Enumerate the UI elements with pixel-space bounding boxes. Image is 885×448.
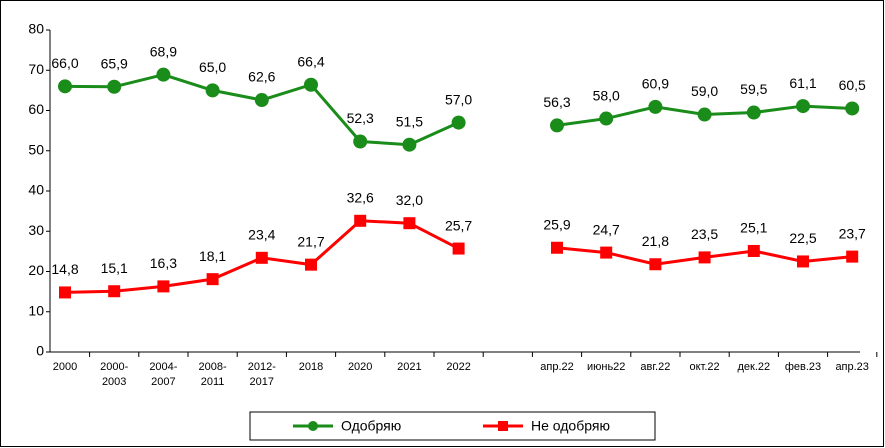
point	[551, 241, 563, 254]
data-label: 68,9	[150, 43, 177, 59]
point	[156, 67, 171, 82]
x-tick-label: 2000- 2003	[100, 361, 129, 388]
point	[205, 83, 220, 98]
y-tick-label: 50	[28, 141, 44, 157]
point	[59, 286, 71, 299]
x-tick-label: авг.22	[640, 361, 671, 373]
point	[648, 99, 663, 114]
x-tick-label: 2022	[446, 361, 471, 373]
data-label: 66,0	[51, 55, 78, 71]
point	[402, 137, 417, 152]
point	[747, 244, 760, 257]
point	[403, 217, 416, 230]
x-tick-label: 2020	[347, 361, 373, 373]
point	[354, 214, 367, 227]
data-label: 25,9	[543, 216, 570, 232]
x-tick-label: 2008- 2011	[198, 361, 227, 388]
data-label: 32,6	[347, 189, 374, 205]
point	[157, 280, 170, 293]
data-label: 14,8	[51, 261, 78, 277]
data-label: 61,1	[789, 75, 816, 91]
legend-marker	[498, 421, 508, 431]
data-label: 23,4	[248, 227, 275, 243]
data-label: 18,1	[199, 248, 226, 264]
x-tick-label: окт.22	[689, 361, 720, 373]
x-tick-label: апр.23	[835, 361, 869, 373]
point	[451, 115, 466, 130]
y-tick-label: 10	[28, 302, 44, 318]
data-label: 62,6	[248, 69, 275, 85]
y-tick-label: 0	[36, 343, 44, 359]
data-label: 60,9	[642, 76, 669, 92]
point	[305, 258, 317, 271]
point	[206, 273, 219, 286]
data-label: 23,5	[691, 226, 718, 242]
point	[108, 285, 121, 298]
data-label: 56,3	[543, 94, 570, 110]
x-tick-label: 2000	[52, 361, 78, 373]
point	[254, 93, 269, 108]
data-label: 65,0	[199, 59, 226, 75]
data-label: 24,7	[593, 221, 620, 237]
x-tick-label: 2021	[397, 361, 422, 373]
x-tick-label: апр.22	[540, 361, 574, 373]
point	[353, 134, 368, 149]
data-label: 59,5	[740, 81, 767, 97]
data-label: 22,5	[789, 230, 816, 246]
data-label: 59,0	[691, 83, 718, 99]
x-tick-label: 2018	[298, 361, 324, 373]
data-label: 51,5	[396, 113, 423, 129]
data-label: 23,7	[839, 225, 866, 241]
point	[797, 255, 809, 268]
legend-label: Не одобряю	[531, 418, 610, 434]
data-label: 65,9	[101, 55, 128, 71]
data-label: 57,0	[445, 91, 472, 107]
data-label: 58,0	[593, 87, 620, 103]
point	[845, 101, 860, 116]
point	[746, 105, 761, 120]
data-label: 32,0	[396, 192, 423, 208]
data-label: 25,7	[445, 217, 472, 233]
data-label: 25,1	[740, 220, 767, 236]
point	[599, 111, 614, 126]
data-label: 21,7	[297, 233, 324, 249]
data-label: 52,3	[347, 110, 374, 126]
legend-marker	[308, 421, 318, 431]
x-tick-label: дек.22	[737, 361, 771, 373]
data-label: 16,3	[150, 255, 177, 271]
x-tick-label: фев.23	[784, 361, 822, 373]
y-tick-label: 60	[28, 101, 44, 117]
y-tick-label: 40	[28, 182, 44, 198]
point	[698, 251, 711, 264]
point	[452, 242, 465, 255]
y-tick-label: 20	[28, 262, 44, 278]
legend-label: Одобряю	[341, 418, 401, 434]
point	[58, 79, 72, 94]
point	[796, 99, 810, 114]
y-tick-label: 70	[28, 61, 44, 77]
data-label: 15,1	[101, 260, 128, 276]
point	[649, 258, 662, 271]
x-tick-label: 2004- 2007	[149, 361, 178, 388]
point	[846, 250, 859, 263]
x-tick-label: июнь22	[586, 361, 626, 373]
point	[304, 77, 318, 92]
point	[255, 251, 268, 264]
point	[697, 107, 712, 122]
data-label: 66,4	[297, 53, 324, 69]
data-label: 21,8	[642, 233, 669, 249]
point	[550, 118, 564, 133]
point	[600, 246, 613, 259]
y-tick-label: 80	[28, 21, 44, 37]
point	[107, 79, 122, 94]
y-tick-label: 30	[28, 222, 44, 238]
data-label: 60,5	[839, 77, 866, 93]
x-tick-label: 2012- 2017	[247, 361, 276, 388]
